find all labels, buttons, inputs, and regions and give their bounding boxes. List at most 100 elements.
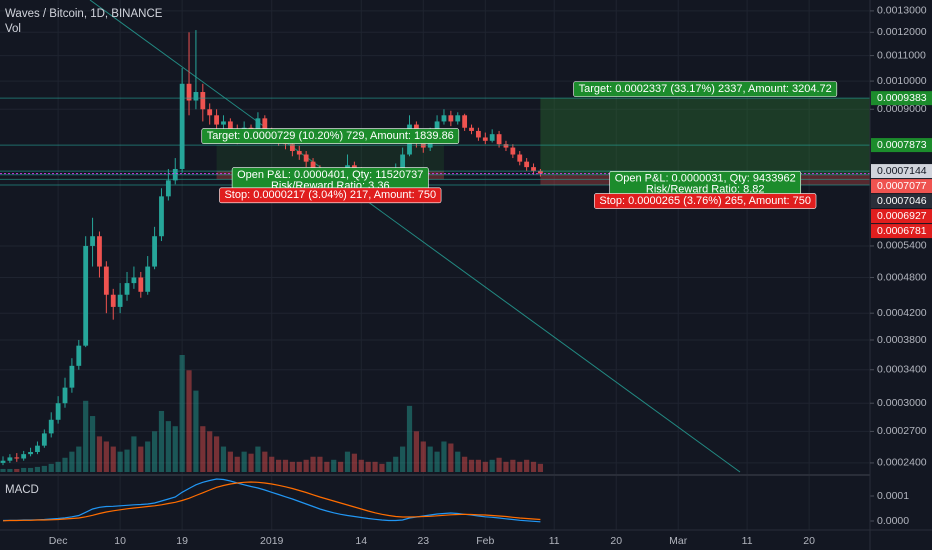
target-label: Target: 0.0000729 (10.20%) 729, Amount: …: [207, 130, 454, 142]
volume-bar: [496, 457, 502, 472]
candle-body: [90, 236, 95, 246]
candle-body: [227, 121, 233, 131]
volume-bar: [503, 461, 509, 472]
price-label: 0.0009383: [877, 92, 927, 104]
candle-body: [76, 345, 82, 366]
volume-label: Vol: [5, 23, 21, 35]
candle-body: [296, 151, 302, 155]
volume-bar: [296, 461, 302, 472]
volume-bar: [262, 451, 268, 472]
candle-body: [83, 245, 89, 346]
candle-body: [510, 147, 516, 155]
volume-bar: [41, 465, 47, 472]
candle-body: [303, 154, 309, 162]
macd-label: MACD: [5, 484, 39, 496]
volume-bar: [227, 451, 233, 472]
y-tick-label: 0.0002400: [877, 457, 927, 469]
volume-bar: [110, 446, 116, 472]
volume-bar: [482, 461, 488, 472]
candle-body: [28, 452, 33, 455]
volume-bar: [303, 459, 309, 472]
candle-body: [221, 121, 226, 125]
volume-bar: [213, 436, 220, 472]
candle-body: [538, 170, 543, 174]
macd-line: [2, 478, 541, 523]
volume-bar: [455, 451, 461, 472]
volume-bar: [510, 459, 516, 472]
volume-bar: [338, 461, 344, 472]
volume-bar: [14, 468, 20, 472]
volume-bar: [89, 416, 96, 472]
x-tick-label: 23: [417, 535, 429, 547]
candle-body: [448, 115, 454, 122]
grid: [0, 0, 870, 530]
candle-body: [400, 154, 406, 169]
x-tick-label: Dec: [49, 535, 68, 547]
candle-body: [21, 454, 27, 459]
macd-line: [2, 481, 541, 522]
candle-body: [255, 118, 261, 135]
volume-bar: [524, 459, 530, 472]
candle-body: [0, 460, 6, 463]
y-tick-label: 0.0003000: [877, 397, 927, 409]
y-tick-label: 0.0004200: [877, 307, 927, 319]
volume-bar: [400, 446, 406, 472]
volume-bar: [62, 457, 68, 472]
volume-bar: [0, 468, 6, 472]
volume-bar: [379, 463, 385, 472]
target-label: Target: 0.0002337 (33.17%) 2337, Amount:…: [579, 83, 832, 95]
target-zone: [540, 98, 870, 175]
candle-body: [420, 140, 426, 148]
volume-bar: [138, 446, 144, 472]
x-tick-label: 10: [114, 535, 126, 547]
volume-bar: [462, 456, 468, 472]
candle-body: [517, 154, 523, 162]
macd-pane: 0.0001 0.0000: [2, 478, 909, 527]
y-tick-label: 0.0005400: [877, 240, 927, 252]
candle-body: [531, 167, 536, 171]
x-tick-label: Mar: [669, 535, 688, 547]
volume-bar: [331, 459, 337, 472]
y-tick-label: 0.0004800: [877, 271, 927, 283]
volume-bar: [193, 390, 199, 472]
volume-bar: [537, 463, 544, 472]
candle-body: [503, 144, 509, 148]
x-tick-label: 19: [176, 535, 188, 547]
volume-bar: [441, 441, 447, 472]
volume-bar: [200, 426, 206, 472]
volume-bar: [269, 456, 275, 472]
trend-line: [89, 0, 741, 473]
pnl-label: Open P&L: 0.0000401, Qty: 11520737: [237, 169, 423, 181]
volume-bar: [406, 405, 413, 472]
candle-body: [186, 83, 192, 101]
candle-body: [200, 92, 206, 110]
volume-bar: [241, 451, 247, 472]
candle-body: [476, 130, 481, 138]
candle-body: [207, 109, 213, 116]
volume-bar: [317, 456, 323, 472]
volume-bar: [351, 453, 357, 472]
y-tick-label: 0.0009000: [877, 103, 927, 115]
candle-body: [524, 161, 530, 168]
stop-label-bg: [594, 193, 817, 209]
candle-body: [69, 365, 75, 388]
candle-body: [179, 83, 185, 169]
volume-bar: [83, 400, 89, 472]
stop-label-bg: [219, 187, 442, 204]
target-zone: [216, 145, 444, 172]
candle-body: [165, 180, 171, 197]
volume-bar: [324, 461, 330, 472]
macd-tick-label: 0.0000: [877, 515, 909, 527]
volume-bar: [255, 446, 261, 472]
volume-bar: [386, 461, 392, 472]
volume-bar: [468, 459, 475, 472]
volume-bar: [489, 459, 495, 472]
volume-bar: [448, 443, 454, 472]
volume-bar: [413, 431, 419, 472]
candle-body: [110, 294, 116, 307]
price-label-bg: [871, 138, 932, 153]
x-tick-label: 2019: [260, 535, 284, 547]
y-tick-label: 0.0002700: [877, 425, 927, 437]
volume-bar: [282, 459, 289, 472]
candle-body: [35, 445, 40, 453]
